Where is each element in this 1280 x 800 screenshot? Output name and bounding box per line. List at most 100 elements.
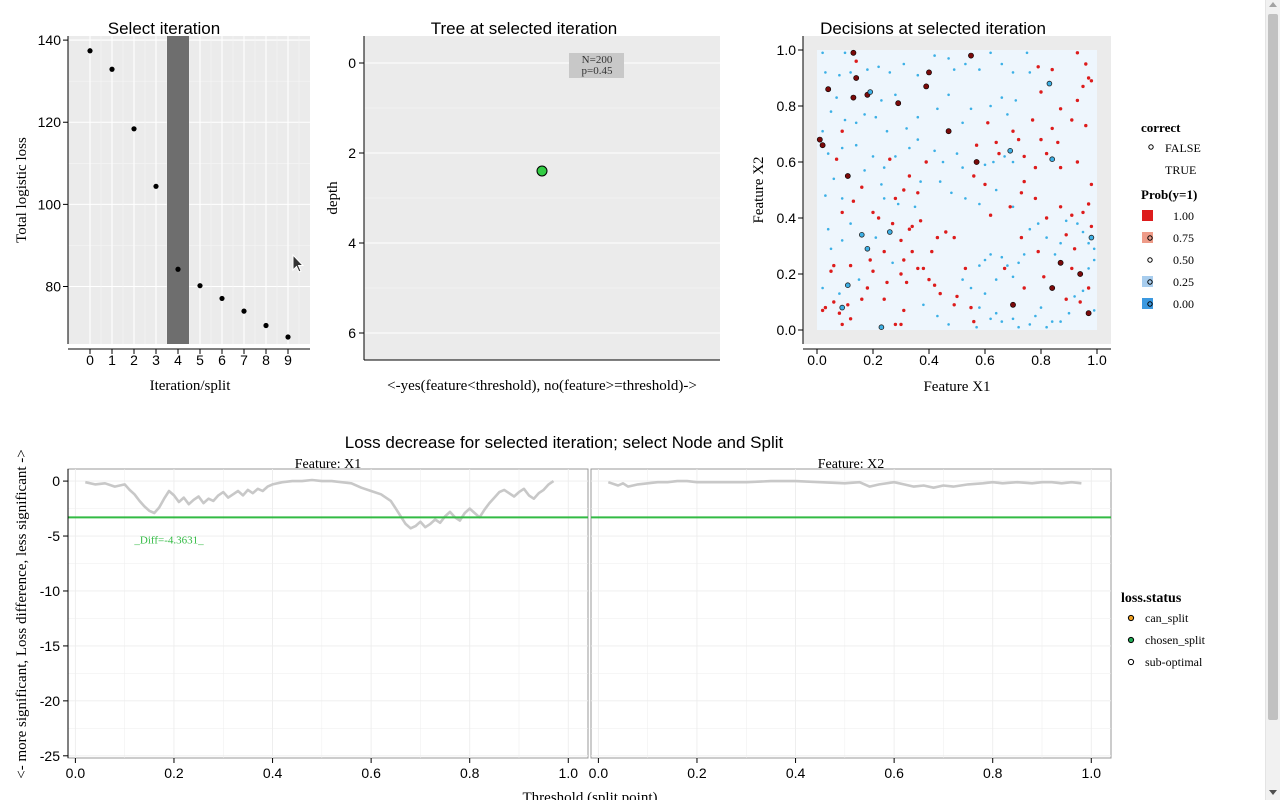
wrong-blue-point [1088, 234, 1095, 241]
correct-red-point [994, 140, 998, 145]
x-tick-label: 2 [130, 352, 138, 368]
correct-blue-point [840, 239, 844, 242]
tree-node-p: p=0.45 [582, 65, 613, 77]
correct-blue-point [1003, 155, 1006, 158]
correct-red-point [868, 258, 872, 262]
correct-red-point [1016, 137, 1021, 142]
correct-blue-point [866, 68, 869, 71]
correct-red-point [935, 235, 940, 240]
correct-blue-point [994, 311, 998, 315]
y-tick-label: 0 [52, 473, 60, 489]
correct-blue-point [1000, 320, 1004, 323]
correct-red-point [910, 249, 914, 254]
y-tick-label: -25 [40, 748, 60, 764]
tree-gridlines [364, 62, 720, 334]
y-tick-label: 6 [348, 325, 356, 341]
legend-prob-swatch [1142, 210, 1153, 221]
loss-facet-x1[interactable] [67, 468, 589, 759]
legend-prob-label: 0.75 [1173, 231, 1194, 245]
x-tick-label: 3 [152, 352, 160, 368]
correct-blue-point [955, 152, 959, 155]
correct-red-point [1081, 210, 1085, 215]
correct-red-point [1064, 233, 1068, 237]
correct-blue-point [1006, 264, 1009, 267]
x-tick-label: 0.6 [361, 765, 381, 781]
correct-red-point [1042, 275, 1046, 279]
x-tick-label: 0.0 [807, 352, 827, 368]
vertical-scrollbar[interactable] [1265, 0, 1280, 800]
iteration-ylabel: Total logistic loss [14, 137, 30, 243]
legend-prob-dot [1147, 257, 1153, 263]
correct-blue-point [1017, 325, 1020, 329]
x-tick-label: 5 [196, 352, 204, 368]
tree-ylabel: depth [325, 181, 341, 215]
wrong-red-point [973, 159, 980, 165]
loss-curve [85, 478, 555, 530]
decision-tiles [817, 50, 1097, 330]
legend-false-symbol [1148, 144, 1154, 150]
selected-iteration-bar[interactable] [167, 36, 189, 344]
iteration-axes: 80 100 120 140 0 1 2 3 4 5 6 7 8 9 [38, 32, 310, 368]
correct-red-point [840, 322, 844, 327]
y-tick-label: 0.0 [777, 322, 797, 338]
loss-ylabel: <- more significant, Loss difference, le… [14, 449, 30, 778]
wrong-red-point [850, 94, 857, 101]
correct-blue-point [1059, 320, 1062, 323]
tree-node[interactable] [536, 165, 548, 177]
wrong-red-point [853, 75, 860, 81]
scroll-down-arrow[interactable] [1269, 790, 1277, 795]
correct-blue-point [894, 93, 897, 97]
iteration-point [197, 283, 203, 289]
correct-blue-point [961, 278, 964, 281]
correct-red-point [899, 238, 903, 243]
y-tick-label: -20 [40, 693, 60, 709]
correct-red-point [890, 221, 895, 226]
correct-red-point [1030, 118, 1035, 122]
iteration-point [219, 295, 225, 302]
correct-blue-point [1081, 289, 1085, 293]
correct-blue-point [1028, 71, 1032, 74]
correct-red-point [1050, 67, 1054, 72]
y-tick-label: 0.6 [777, 154, 797, 170]
correct-blue-point [919, 180, 922, 183]
correct-blue-point [1073, 295, 1076, 298]
correct-blue-point [1092, 309, 1096, 312]
correct-red-point [860, 185, 864, 189]
correct-red-point [1089, 79, 1094, 83]
correct-red-point [1039, 90, 1043, 94]
correct-blue-point [1092, 258, 1096, 262]
correct-blue-point [913, 205, 917, 209]
legend-prob-dot [1147, 301, 1153, 307]
correct-blue-point [874, 115, 878, 119]
correct-blue-point [838, 292, 841, 295]
correct-blue-point [1011, 317, 1015, 321]
loss-axes: 0.0 0.2 0.4 0.6 0.8 1.0 0.0 0.2 0.4 0.6 0.8 1.0 0 -5 -… [40, 469, 1101, 781]
scroll-up-arrow[interactable] [1269, 2, 1277, 7]
wrong-red-point [1049, 285, 1056, 291]
correct-blue-point [1028, 323, 1032, 326]
decisions-title: Decisions at selected iteration [820, 19, 1046, 38]
decision-points [816, 49, 1096, 331]
correct-red-point [876, 216, 881, 220]
iteration-point [131, 126, 137, 132]
correct-blue-point [1028, 227, 1032, 231]
correct-red-point [893, 322, 898, 327]
correct-red-point [963, 266, 968, 271]
correct-red-point [871, 269, 875, 273]
tree-title: Tree at selected iteration [431, 19, 617, 38]
y-tick-label: -10 [40, 583, 60, 599]
correct-red-point [952, 235, 956, 240]
correct-red-point [1056, 140, 1060, 145]
scrollbar-thumb[interactable] [1268, 14, 1278, 720]
x-tick-label: 0.8 [460, 765, 480, 781]
iteration-panel: Select iteration 80 100 120 140 0 1 2 3 4 5 6 7 8 9 I… [14, 19, 310, 394]
loss-lines [68, 478, 1111, 530]
correct-red-point [1070, 118, 1074, 122]
correct-blue-point [849, 222, 852, 225]
correct-red-point [1022, 179, 1026, 184]
loss-facet-x2[interactable] [590, 468, 1112, 759]
correct-blue-point [961, 121, 964, 125]
wrong-blue-point [839, 304, 845, 311]
correct-blue-point [938, 180, 942, 183]
correct-blue-point [947, 323, 950, 326]
